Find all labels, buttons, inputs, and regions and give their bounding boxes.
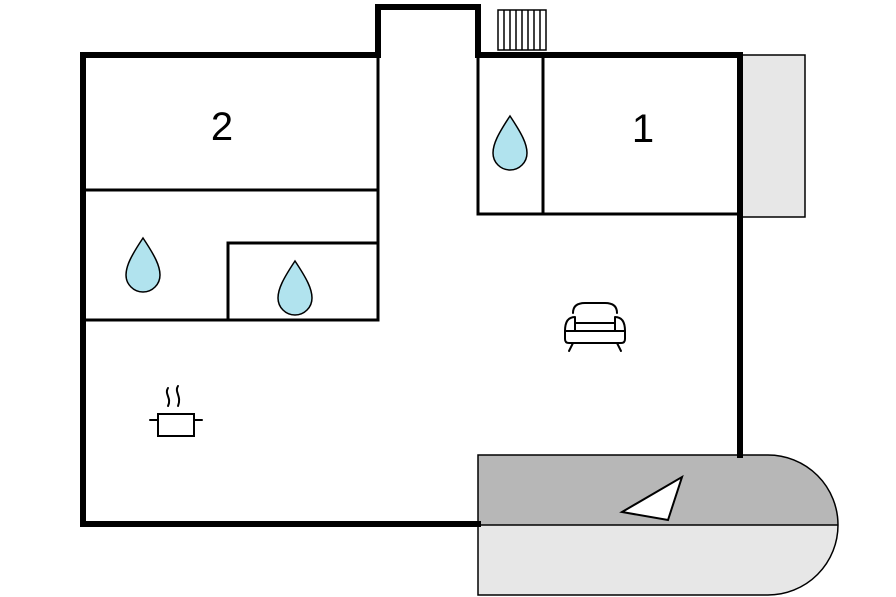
ext-top-right-shade	[740, 55, 805, 217]
sofa-icon	[565, 303, 625, 351]
inner-walls	[83, 55, 740, 320]
room2-label: 2	[211, 105, 233, 149]
water-drop-icon	[278, 261, 312, 315]
water-drop-icon	[126, 238, 160, 292]
entry-porch	[478, 455, 838, 595]
floorplan-canvas: 1 2	[0, 0, 896, 597]
cooking-pot-icon	[150, 386, 202, 436]
water-drop-icon	[493, 116, 527, 170]
stairs-icon	[498, 10, 546, 50]
room1-label: 1	[632, 107, 654, 151]
outer-walls	[83, 7, 740, 524]
